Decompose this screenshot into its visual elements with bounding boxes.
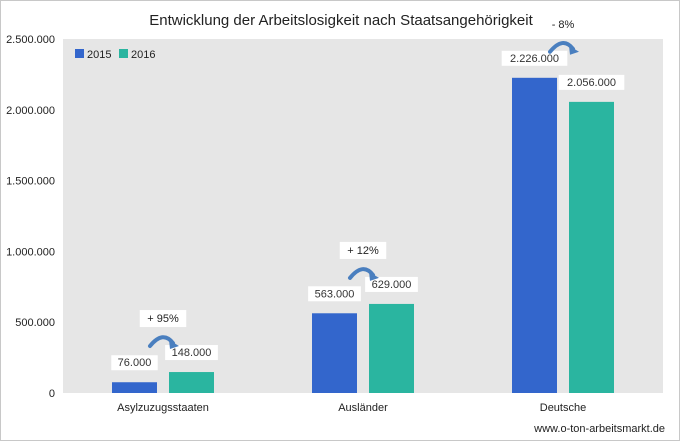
legend-label: 2015	[87, 49, 111, 61]
bar-2016-0	[169, 372, 214, 393]
data-label: 2.056.000	[567, 77, 616, 89]
data-label-box	[308, 286, 361, 302]
data-label: 148.000	[172, 347, 212, 359]
change-annotation-box	[339, 241, 387, 259]
bar-2015-1	[312, 313, 357, 393]
arrow-head-icon	[169, 340, 179, 350]
curved-arrow-icon	[348, 267, 375, 280]
category-label: Deutsche	[540, 402, 586, 414]
change-annotation-box	[543, 15, 583, 33]
change-annotation: - 8%	[552, 19, 575, 31]
change-annotation: + 12%	[347, 245, 379, 257]
bar-2015-2	[512, 77, 557, 393]
data-label-box	[365, 276, 418, 292]
category-label: Ausländer	[338, 402, 388, 414]
y-tick-label: 1.500.000	[6, 176, 55, 188]
plot-area	[63, 39, 663, 393]
data-label-box	[501, 50, 568, 66]
bar-2016-1	[369, 303, 414, 393]
curved-arrow-icon	[148, 335, 175, 349]
category-label: Asylzuzugsstaaten	[117, 402, 209, 414]
y-tick-label: 0	[49, 388, 55, 400]
bar-2016-2	[569, 101, 614, 394]
data-label: 2.226.000	[510, 53, 559, 65]
y-tick-label: 1.000.000	[6, 246, 55, 258]
legend-label: 2016	[131, 49, 155, 61]
y-tick-label: 2.500.000	[6, 34, 55, 46]
source-credit: www.o-ton-arbeitsmarkt.de	[533, 423, 665, 435]
curved-arrow-icon	[548, 41, 575, 54]
legend-swatch	[119, 49, 128, 58]
change-annotation: + 95%	[147, 313, 179, 325]
data-label: 629.000	[372, 279, 412, 291]
legend-swatch	[75, 49, 84, 58]
data-label: 563.000	[315, 288, 355, 300]
data-label: 76.000	[118, 357, 152, 369]
data-label-box	[111, 355, 158, 371]
bar-2015-0	[112, 382, 157, 393]
data-label-box	[558, 74, 625, 90]
y-tick-label: 2.000.000	[6, 105, 55, 117]
chart-title: Entwicklung der Arbeitslosigkeit nach St…	[149, 12, 533, 29]
arrow-head-icon	[369, 271, 379, 281]
y-tick-label: 500.000	[15, 317, 55, 329]
change-annotation-box	[139, 310, 187, 328]
arrow-head-icon	[569, 45, 579, 55]
data-label-box	[165, 345, 218, 361]
